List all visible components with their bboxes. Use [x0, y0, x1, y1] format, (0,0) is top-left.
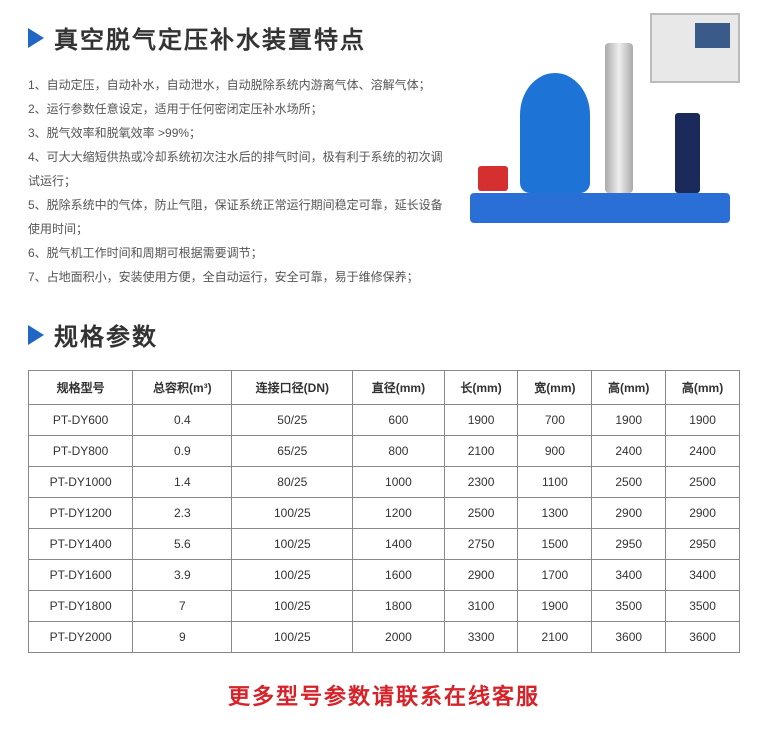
table-cell: 9 [133, 622, 232, 653]
table-cell: 3100 [444, 591, 518, 622]
table-cell: PT-DY1200 [29, 498, 133, 529]
triangle-icon [28, 325, 44, 345]
specs-header: 规格参数 [28, 317, 740, 352]
table-cell: 900 [518, 436, 592, 467]
feature-item: 6、脱气机工作时间和周期可根据需要调节； [28, 241, 448, 265]
feature-item: 4、可大大缩短供热或冷却系统初次注水后的排气时间，极有利于系统的初次调试运行； [28, 145, 448, 193]
table-header-row: 规格型号 总容积(m³) 连接口径(DN) 直径(mm) 长(mm) 宽(mm)… [29, 371, 740, 405]
table-cell: 100/25 [232, 498, 353, 529]
col-header: 直径(mm) [353, 371, 444, 405]
table-cell: 2.3 [133, 498, 232, 529]
table-cell: 1900 [518, 591, 592, 622]
table-cell: 2400 [592, 436, 666, 467]
specs-title: 规格参数 [54, 317, 158, 352]
table-cell: 100/25 [232, 622, 353, 653]
table-cell: 1500 [518, 529, 592, 560]
col-header: 规格型号 [29, 371, 133, 405]
feature-item: 7、占地面积小，安装使用方便，全自动运行，安全可靠，易于维修保养； [28, 265, 448, 289]
table-cell: 3600 [666, 622, 740, 653]
col-header: 总容积(m³) [133, 371, 232, 405]
col-header: 高(mm) [666, 371, 740, 405]
footer-note: 更多型号参数请联系在线客服 [28, 679, 740, 711]
table-cell: 2750 [444, 529, 518, 560]
table-cell: 1000 [353, 467, 444, 498]
table-cell: 1900 [592, 405, 666, 436]
table-cell: 2300 [444, 467, 518, 498]
table-cell: 3500 [592, 591, 666, 622]
table-cell: PT-DY600 [29, 405, 133, 436]
table-cell: 2500 [592, 467, 666, 498]
features-list: 1、自动定压，自动补水，自动泄水，自动脱除系统内游离气体、溶解气体； 2、运行参… [28, 73, 448, 289]
table-cell: 1700 [518, 560, 592, 591]
table-cell: 0.9 [133, 436, 232, 467]
table-row: PT-DY12002.3100/2512002500130029002900 [29, 498, 740, 529]
table-cell: 100/25 [232, 591, 353, 622]
col-header: 连接口径(DN) [232, 371, 353, 405]
table-cell: PT-DY1800 [29, 591, 133, 622]
feature-item: 1、自动定压，自动补水，自动泄水，自动脱除系统内游离气体、溶解气体； [28, 73, 448, 97]
table-row: PT-DY18007100/2518003100190035003500 [29, 591, 740, 622]
table-cell: 2400 [666, 436, 740, 467]
table-cell: 7 [133, 591, 232, 622]
table-cell: 100/25 [232, 560, 353, 591]
table-cell: 1400 [353, 529, 444, 560]
col-header: 高(mm) [592, 371, 666, 405]
table-cell: 1.4 [133, 467, 232, 498]
table-cell: 2950 [592, 529, 666, 560]
table-cell: 50/25 [232, 405, 353, 436]
table-cell: 1600 [353, 560, 444, 591]
table-cell: 2000 [353, 622, 444, 653]
table-row: PT-DY14005.6100/2514002750150029502950 [29, 529, 740, 560]
table-cell: 3400 [666, 560, 740, 591]
table-cell: 3600 [592, 622, 666, 653]
triangle-icon [28, 28, 44, 48]
table-cell: 700 [518, 405, 592, 436]
table-cell: 2100 [518, 622, 592, 653]
table-cell: 800 [353, 436, 444, 467]
table-cell: 2500 [666, 467, 740, 498]
table-cell: 1800 [353, 591, 444, 622]
feature-item: 5、脱除系统中的气体，防止气阻，保证系统正常运行期间稳定可靠，延长设备使用时间； [28, 193, 448, 241]
table-cell: 65/25 [232, 436, 353, 467]
table-cell: 1300 [518, 498, 592, 529]
table-cell: 3500 [666, 591, 740, 622]
table-cell: 3300 [444, 622, 518, 653]
table-cell: PT-DY800 [29, 436, 133, 467]
table-cell: 3.9 [133, 560, 232, 591]
table-cell: 80/25 [232, 467, 353, 498]
table-row: PT-DY8000.965/25800210090024002400 [29, 436, 740, 467]
table-cell: 5.6 [133, 529, 232, 560]
features-title: 真空脱气定压补水装置特点 [54, 20, 366, 55]
feature-item: 2、运行参数任意设定，适用于任何密闭定压补水场所； [28, 97, 448, 121]
table-cell: 2500 [444, 498, 518, 529]
table-cell: 100/25 [232, 529, 353, 560]
table-row: PT-DY6000.450/25600190070019001900 [29, 405, 740, 436]
table-cell: 1900 [666, 405, 740, 436]
specs-table: 规格型号 总容积(m³) 连接口径(DN) 直径(mm) 长(mm) 宽(mm)… [28, 370, 740, 653]
table-row: PT-DY20009100/2520003300210036003600 [29, 622, 740, 653]
table-cell: PT-DY1000 [29, 467, 133, 498]
col-header: 宽(mm) [518, 371, 592, 405]
table-cell: 0.4 [133, 405, 232, 436]
table-cell: 1900 [444, 405, 518, 436]
table-cell: 2100 [444, 436, 518, 467]
table-cell: PT-DY1400 [29, 529, 133, 560]
table-cell: 2900 [444, 560, 518, 591]
table-cell: 1100 [518, 467, 592, 498]
feature-item: 3、脱气效率和脱氧效率 >99%； [28, 121, 448, 145]
table-row: PT-DY16003.9100/2516002900170034003400 [29, 560, 740, 591]
table-cell: 600 [353, 405, 444, 436]
table-row: PT-DY10001.480/2510002300110025002500 [29, 467, 740, 498]
table-cell: PT-DY1600 [29, 560, 133, 591]
table-cell: 3400 [592, 560, 666, 591]
features-wrap: 1、自动定压，自动补水，自动泄水，自动脱除系统内游离气体、溶解气体； 2、运行参… [28, 73, 740, 289]
col-header: 长(mm) [444, 371, 518, 405]
table-cell: 2900 [666, 498, 740, 529]
table-cell: 2950 [666, 529, 740, 560]
table-cell: 2900 [592, 498, 666, 529]
table-cell: 1200 [353, 498, 444, 529]
table-cell: PT-DY2000 [29, 622, 133, 653]
product-image [460, 13, 750, 233]
